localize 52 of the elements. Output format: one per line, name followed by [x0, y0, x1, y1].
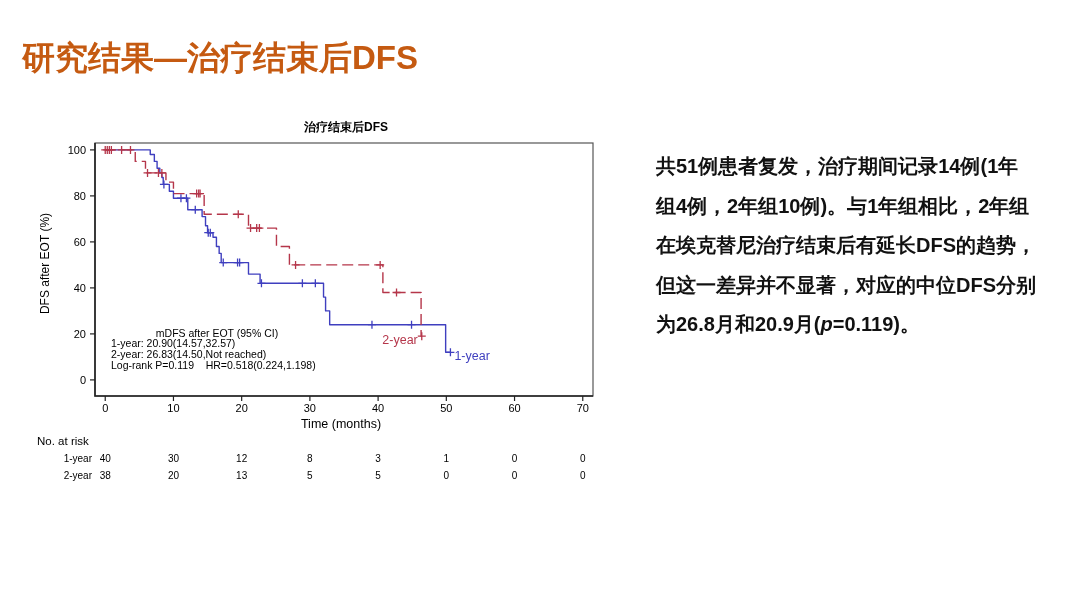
text: 共51例患者复发，治疗期间记录14例(1年组4例，2年组10例)。与1年组相比，2年组在埃克替尼治疗结束后有延长DFS的趋势，但这一差异并不显著，对应的中位DFS分别为26.8月和20.9月(p=0.119)。	[656, 154, 1037, 337]
point	[159, 179, 169, 190]
text: 0	[443, 470, 450, 481]
chart-subtitle: 治疗结束后DFS	[303, 120, 388, 134]
text: 40	[99, 452, 112, 464]
point	[375, 260, 385, 270]
point	[157, 168, 167, 178]
series-label: 1-year	[454, 349, 490, 364]
point	[367, 320, 377, 330]
x-tick-label: 0	[102, 402, 109, 414]
text: 2-year	[63, 470, 93, 481]
y-tick-label: 80	[73, 189, 86, 202]
text: 3	[375, 452, 382, 464]
text: 13	[236, 470, 248, 481]
text: 1	[443, 452, 450, 464]
text: 1-year	[63, 452, 93, 464]
x-tick-label: 60	[508, 402, 521, 414]
x-tick-label: 70	[576, 402, 589, 414]
annotation: Log-rank P=0.119 HR=0.518(0.224,1.198)	[111, 359, 316, 372]
point	[125, 145, 136, 155]
y-tick-label: 0	[79, 373, 86, 386]
y-tick-label: 40	[73, 281, 86, 294]
y-tick-label: 60	[73, 235, 86, 248]
text: 38	[99, 470, 112, 481]
chart-title: 研究结果—治疗结束后DFS	[21, 38, 418, 76]
text: 20	[167, 470, 180, 481]
x-tick-label: 30	[303, 402, 317, 414]
x-tick-label: 50	[440, 402, 453, 414]
text: 0	[579, 452, 586, 464]
text: 5	[375, 470, 382, 481]
y-tick-label: 100	[67, 143, 86, 156]
annotation: 1-year: 20.90(14.57,32.57)	[111, 337, 236, 350]
point	[142, 168, 153, 178]
y-axis-title: DFS after EOT (%)	[38, 212, 52, 315]
text: 0	[579, 470, 586, 481]
point	[116, 145, 127, 155]
series-label: 2-year	[382, 333, 418, 348]
text: No. at risk	[37, 435, 90, 447]
x-tick-label: 20	[235, 402, 248, 414]
point	[290, 260, 301, 270]
annotation: mDFS after EOT (95% CI)	[155, 326, 279, 339]
annotation: 2-year: 26.83(14.50,Not reached)	[111, 348, 267, 361]
text: 30	[167, 452, 180, 464]
text: 0	[511, 452, 518, 464]
text: 0	[511, 470, 518, 481]
x-tick-label: 40	[371, 402, 385, 414]
text: 5	[307, 470, 314, 481]
text: 12	[236, 452, 248, 464]
y-tick-label: 20	[73, 327, 86, 340]
x-axis-title: Time (months)	[300, 417, 382, 431]
text: 8	[307, 452, 314, 464]
x-tick-label: 10	[167, 402, 180, 414]
